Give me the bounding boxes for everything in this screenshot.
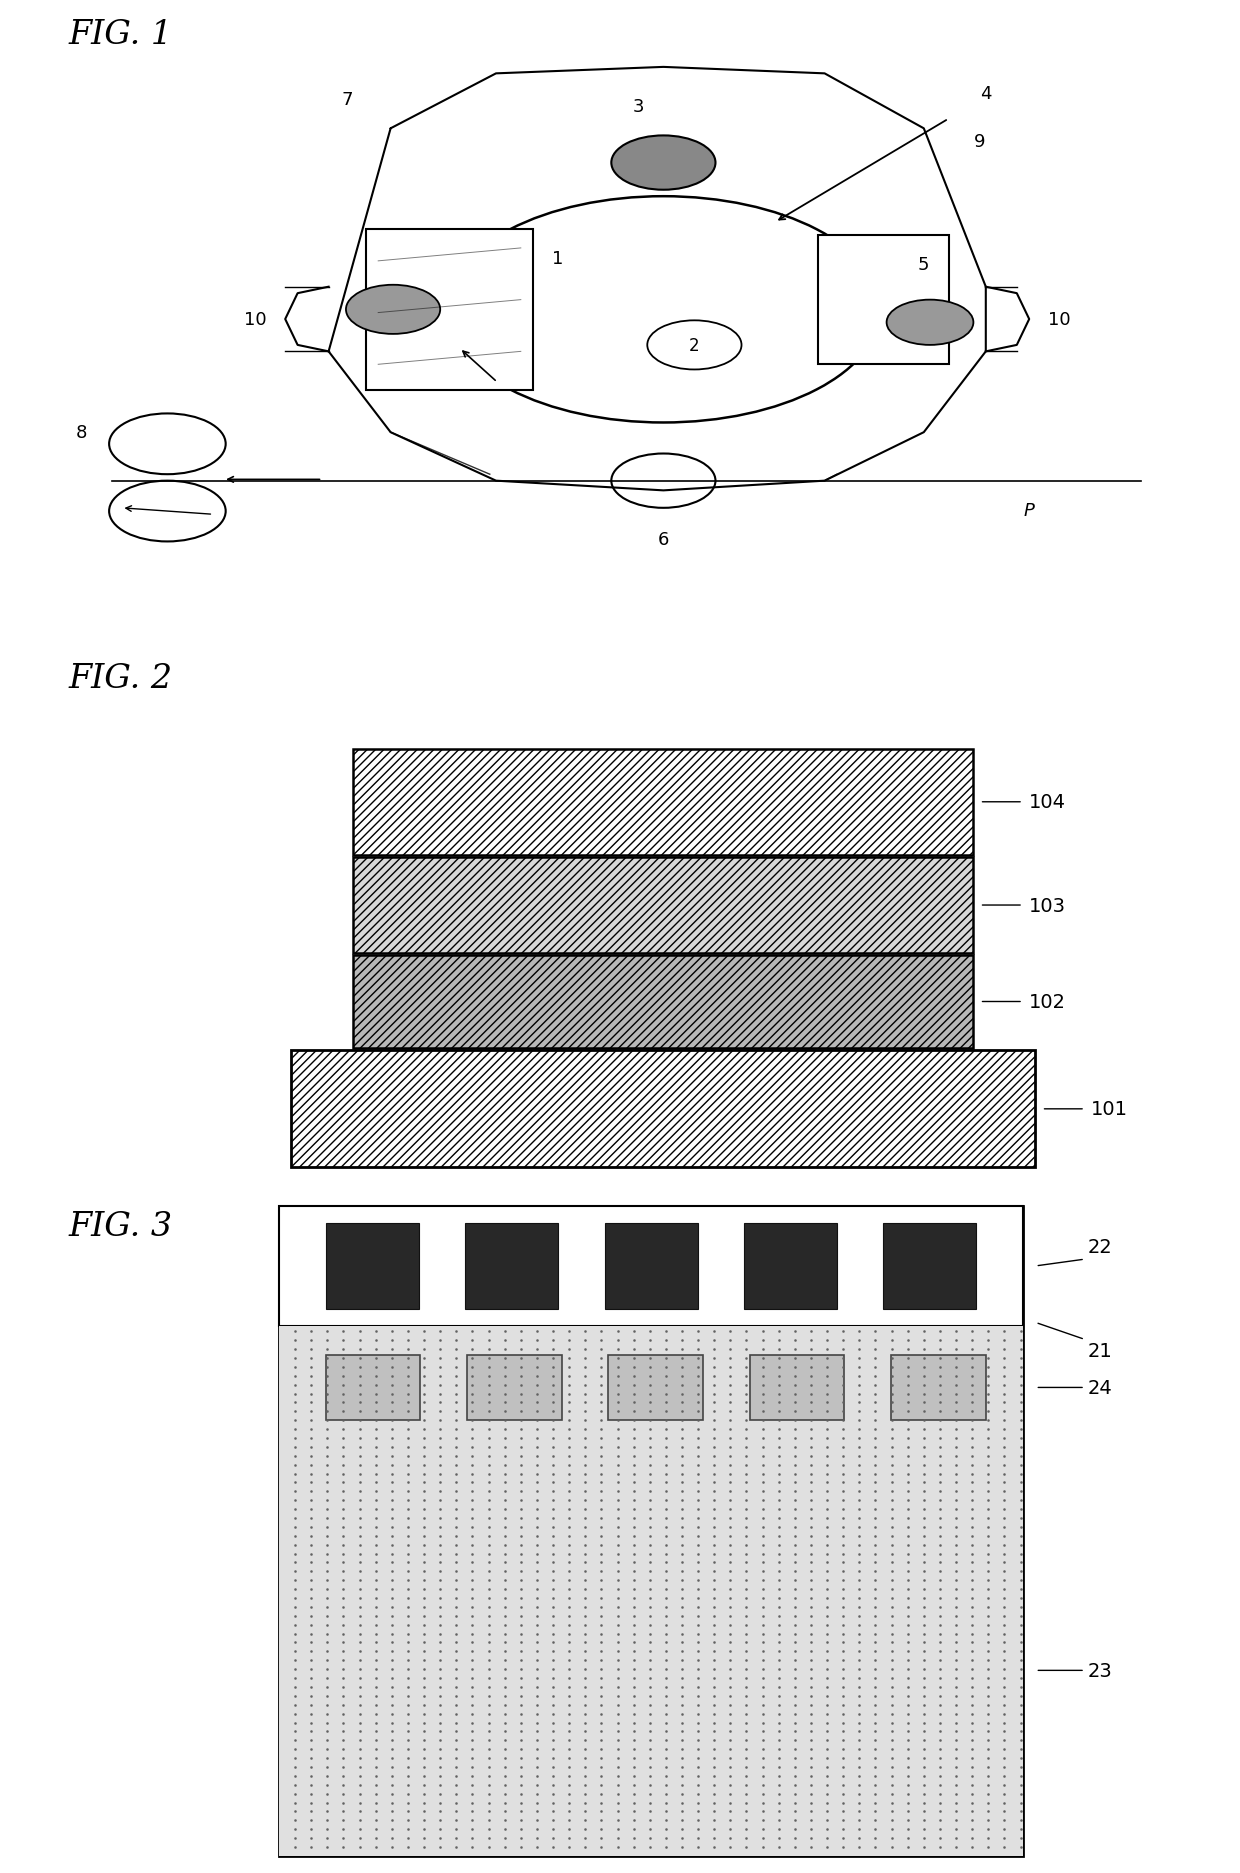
- Text: 22: 22: [1087, 1236, 1112, 1257]
- Text: 102: 102: [1029, 993, 1066, 1011]
- Bar: [325, 1223, 419, 1309]
- Bar: [466, 1356, 562, 1420]
- Text: 103: 103: [1029, 895, 1066, 916]
- Text: FIG. 2: FIG. 2: [68, 663, 172, 695]
- Bar: [279, 1206, 1023, 1326]
- Bar: [366, 229, 533, 391]
- Text: 101: 101: [1091, 1099, 1128, 1118]
- Bar: [465, 1223, 558, 1309]
- Circle shape: [611, 137, 715, 191]
- Text: 9: 9: [973, 133, 985, 152]
- Circle shape: [346, 285, 440, 335]
- Bar: [353, 955, 973, 1049]
- Text: 23: 23: [1087, 1661, 1112, 1680]
- Bar: [609, 1356, 703, 1420]
- Bar: [325, 1356, 420, 1420]
- Text: 2: 2: [689, 337, 699, 354]
- Bar: [279, 1206, 1023, 1856]
- Bar: [353, 749, 973, 856]
- Text: 8: 8: [76, 423, 87, 442]
- Bar: [890, 1356, 986, 1420]
- Circle shape: [887, 300, 973, 347]
- Bar: [749, 1356, 844, 1420]
- Text: 24: 24: [1087, 1379, 1112, 1397]
- Bar: [279, 1326, 1023, 1856]
- Text: 10: 10: [1048, 311, 1070, 330]
- Bar: [883, 1223, 976, 1309]
- Text: 6: 6: [657, 532, 670, 549]
- Text: 104: 104: [1029, 792, 1066, 811]
- Bar: [744, 1223, 837, 1309]
- Circle shape: [611, 455, 715, 509]
- Text: FIG. 3: FIG. 3: [68, 1210, 172, 1242]
- Text: P: P: [1024, 502, 1034, 519]
- Text: 3: 3: [632, 97, 645, 116]
- Text: 4: 4: [980, 86, 991, 103]
- Bar: [291, 1051, 1035, 1167]
- Text: FIG. 1: FIG. 1: [68, 19, 172, 51]
- Circle shape: [109, 414, 226, 476]
- Text: 5: 5: [918, 257, 929, 273]
- Text: 10: 10: [244, 311, 267, 330]
- Text: 1: 1: [552, 249, 564, 268]
- Text: 21: 21: [1087, 1341, 1112, 1360]
- Bar: [818, 236, 949, 365]
- Text: 7: 7: [341, 92, 353, 109]
- Circle shape: [109, 481, 226, 541]
- Bar: [605, 1223, 697, 1309]
- Bar: [353, 858, 973, 953]
